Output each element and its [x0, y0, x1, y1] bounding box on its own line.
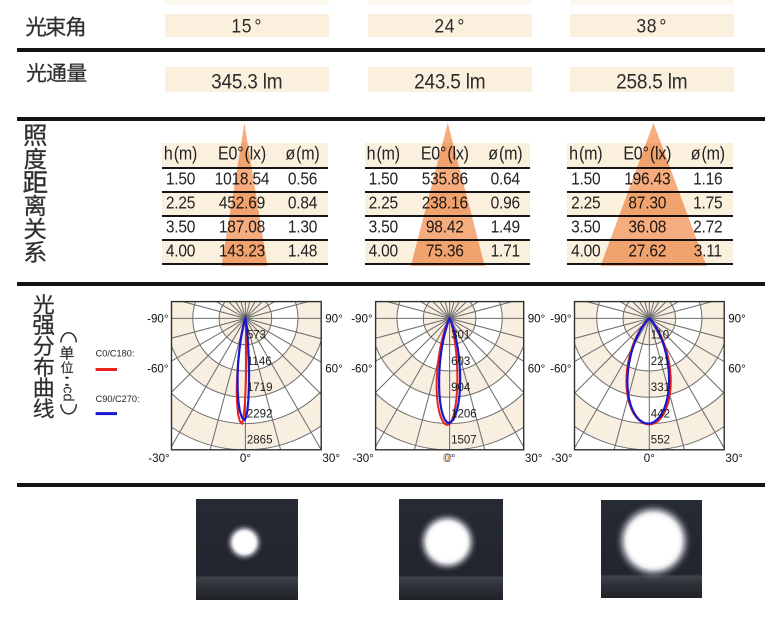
svg-text:0°: 0°	[240, 452, 251, 465]
svg-text:-60°: -60°	[351, 362, 372, 375]
svg-text:60°: 60°	[325, 362, 343, 375]
svg-text:904: 904	[451, 382, 471, 394]
svg-text:0°: 0°	[644, 452, 655, 465]
svg-text:C90/C270:: C90/C270:	[96, 394, 140, 404]
svg-text:90°: 90°	[325, 313, 343, 326]
svg-text:301: 301	[451, 330, 470, 342]
svg-text:110: 110	[651, 330, 669, 342]
svg-text:90°: 90°	[528, 313, 546, 326]
svg-text:30°: 30°	[525, 452, 543, 465]
svg-text:60°: 60°	[528, 362, 546, 375]
svg-text:603: 603	[451, 356, 470, 368]
svg-text:-90°: -90°	[550, 313, 571, 326]
svg-text:1206: 1206	[451, 408, 477, 420]
svg-text:-30°: -30°	[148, 452, 169, 465]
svg-text:cd: cd	[60, 386, 76, 401]
svg-text:-60°: -60°	[550, 362, 571, 375]
svg-text:-30°: -30°	[551, 452, 572, 465]
svg-text:1146: 1146	[247, 356, 272, 368]
svg-text:0°: 0°	[443, 452, 454, 465]
svg-text:221: 221	[651, 356, 670, 368]
svg-text:-90°: -90°	[147, 313, 168, 326]
svg-text:30°: 30°	[725, 452, 743, 465]
svg-text:2865: 2865	[247, 435, 273, 447]
svg-text:C0/C180:: C0/C180:	[96, 349, 135, 359]
svg-text:2292: 2292	[247, 408, 273, 420]
svg-text:1719: 1719	[247, 382, 273, 394]
svg-text:-90°: -90°	[351, 313, 372, 326]
svg-text:331: 331	[651, 382, 670, 394]
svg-text:30°: 30°	[322, 452, 340, 465]
svg-text:-60°: -60°	[147, 362, 168, 375]
svg-text:552: 552	[651, 435, 670, 447]
svg-text:442: 442	[651, 408, 670, 420]
svg-text:90°: 90°	[728, 313, 746, 326]
svg-text:-30°: -30°	[352, 452, 373, 465]
svg-text:573: 573	[247, 330, 266, 342]
svg-text:0°: 0°	[445, 452, 456, 465]
svg-text:1507: 1507	[451, 435, 477, 447]
svg-text:60°: 60°	[728, 362, 746, 375]
